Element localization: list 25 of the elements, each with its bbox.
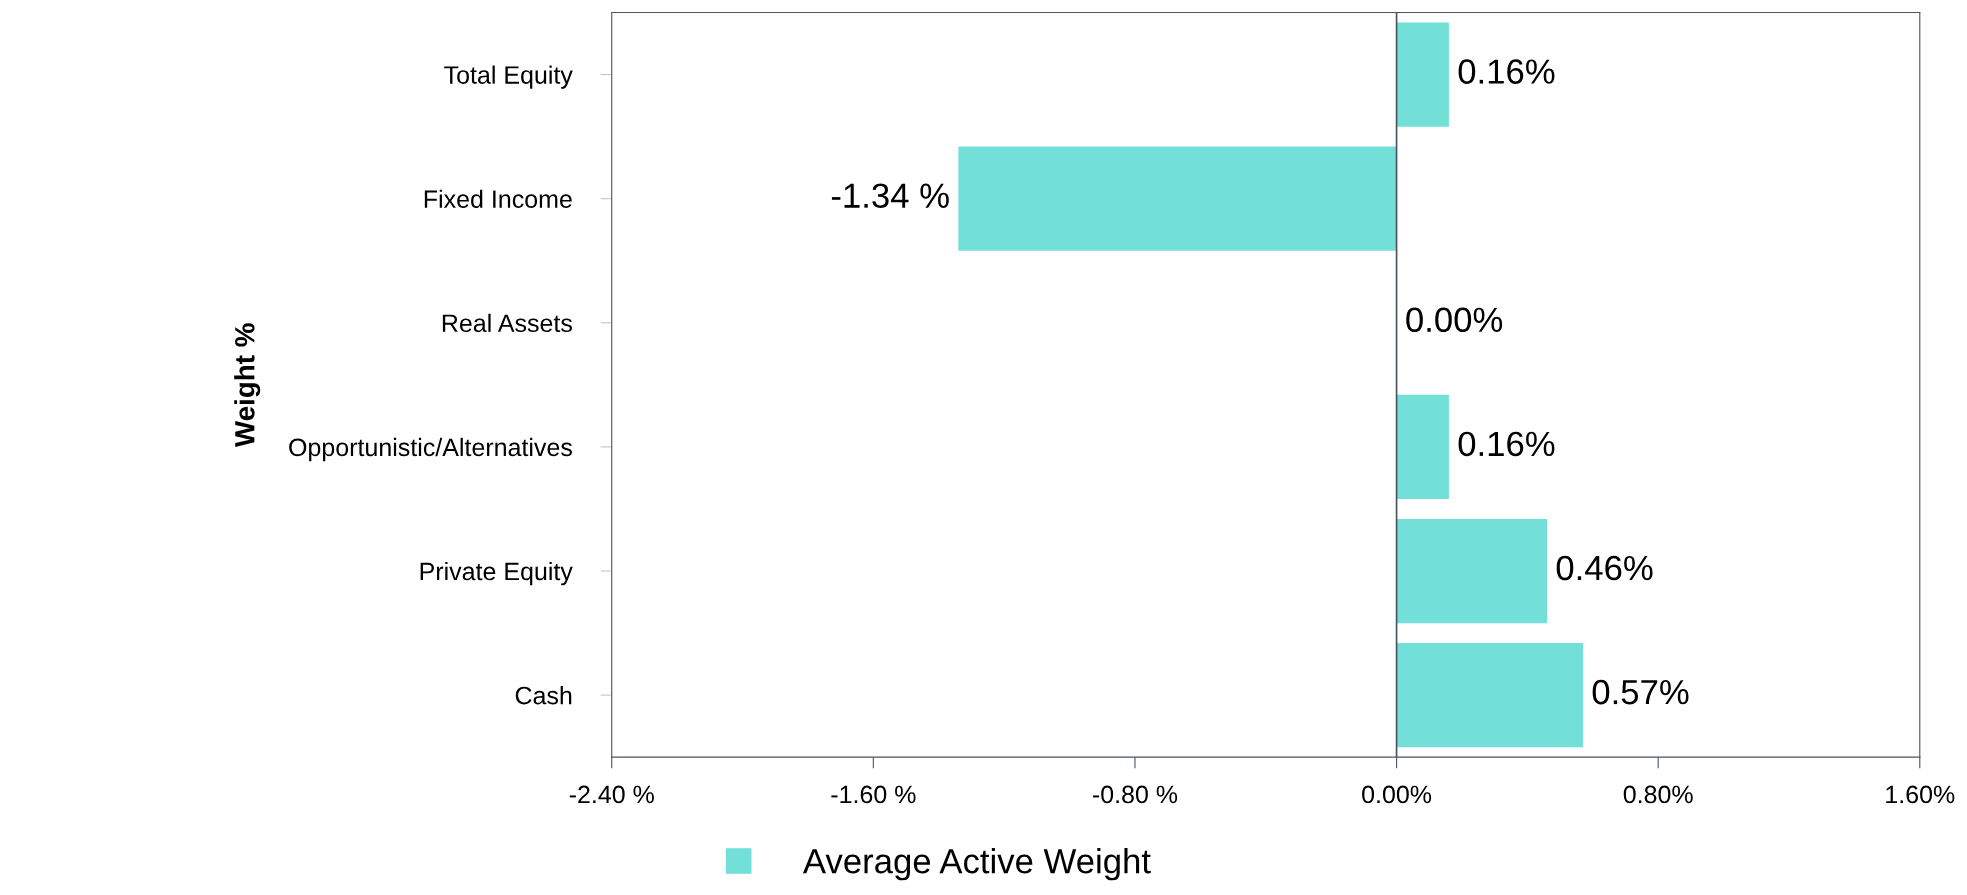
y-tick-label: Cash <box>515 686 572 705</box>
legend-label: Average Active Weight <box>802 847 1151 881</box>
bar <box>1396 642 1583 748</box>
x-tick-label: 0.00% <box>1362 785 1432 804</box>
y-tick-label: Opportunistic/Alternatives <box>289 437 572 462</box>
data-label: 0.46% <box>1556 555 1653 581</box>
y-tick-label: Fixed Income <box>424 189 572 208</box>
data-label: -1.34 % <box>831 183 949 209</box>
bar <box>1396 394 1449 500</box>
y-tick-label: Real Assets <box>442 313 572 333</box>
y-axis-title: Weight % <box>234 323 261 448</box>
bar <box>1396 22 1449 127</box>
y-tick-label: Private Equity <box>420 561 573 586</box>
x-tick-label: 1.60% <box>1886 785 1955 804</box>
x-tick-label: 0.80% <box>1623 785 1693 804</box>
x-tick-label: -0.80 % <box>1092 785 1178 804</box>
data-label: 0.16% <box>1458 431 1555 457</box>
data-label: 0.57% <box>1592 679 1689 705</box>
x-tick-label: -2.40 % <box>569 785 654 804</box>
data-label: 0.00% <box>1406 307 1503 333</box>
bar <box>1396 518 1547 624</box>
x-tick-label: -1.60 % <box>831 785 916 804</box>
y-tick-label: Total Equity <box>444 65 573 89</box>
bar <box>958 146 1397 251</box>
data-label: 0.16% <box>1458 59 1555 84</box>
